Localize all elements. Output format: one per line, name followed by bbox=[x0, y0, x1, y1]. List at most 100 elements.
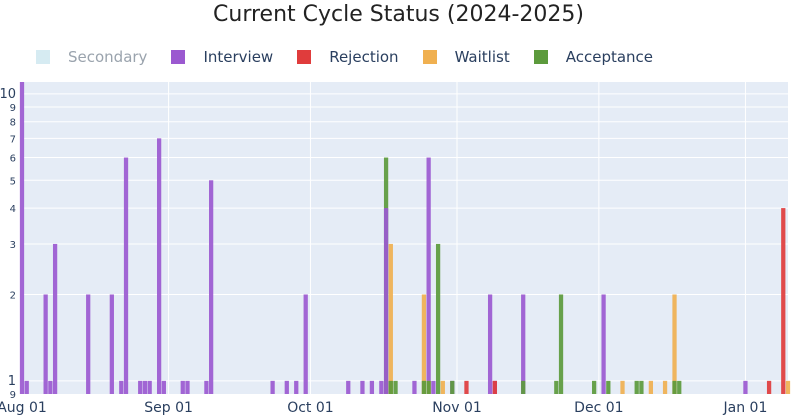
y-tick-label: 1 bbox=[8, 374, 16, 389]
bar-interview bbox=[161, 380, 166, 394]
bar-rejection bbox=[766, 380, 772, 394]
bar-interview bbox=[147, 380, 152, 394]
y-tick-label: 3 bbox=[10, 240, 16, 251]
legend-item-secondary[interactable]: Secondary bbox=[36, 48, 147, 66]
y-tick-label: 4 bbox=[10, 204, 16, 215]
x-tick-label: Oct 01 bbox=[287, 400, 333, 416]
legend-label-interview: Interview bbox=[203, 48, 274, 66]
bar-interview bbox=[43, 294, 48, 394]
y-tick-label: 2 bbox=[10, 290, 16, 301]
bar-waitlist bbox=[620, 380, 625, 394]
x-tick-label: Jan 01 bbox=[723, 400, 768, 416]
bar-interview bbox=[284, 380, 289, 394]
bar-interview bbox=[270, 380, 275, 394]
bar-acceptance bbox=[393, 380, 398, 394]
bar-acceptance bbox=[672, 380, 677, 394]
bar-interview bbox=[369, 380, 375, 394]
bar-waitlist bbox=[785, 380, 791, 394]
bar-acceptance bbox=[450, 380, 455, 394]
bars bbox=[19, 82, 791, 394]
bar-interview bbox=[86, 294, 91, 394]
legend-item-acceptance[interactable]: Acceptance bbox=[533, 48, 654, 66]
bar-interview bbox=[138, 380, 143, 394]
bar-acceptance bbox=[558, 294, 564, 394]
bar-waitlist bbox=[440, 380, 445, 394]
bar-interview bbox=[123, 157, 129, 394]
legend-swatch-secondary bbox=[36, 50, 50, 64]
legend-item-interview[interactable]: Interview bbox=[171, 48, 273, 66]
bar-interview bbox=[412, 380, 417, 394]
bar-acceptance bbox=[435, 243, 441, 394]
bar-interview bbox=[346, 380, 351, 394]
bar-acceptance bbox=[677, 380, 682, 394]
bar-acceptance bbox=[634, 380, 639, 394]
bar-interview bbox=[142, 380, 148, 394]
bar-interview bbox=[743, 380, 748, 394]
y-tick-label: 5 bbox=[10, 176, 16, 187]
bar-waitlist bbox=[421, 294, 427, 394]
bar-interview bbox=[360, 380, 365, 394]
x-tick-label: Aug 01 bbox=[0, 400, 47, 416]
bar-acceptance bbox=[592, 380, 597, 394]
bar-interview bbox=[303, 294, 308, 394]
y-tick-label: 9 bbox=[10, 390, 16, 401]
y-tick-label: 10 bbox=[0, 87, 16, 102]
bar-interview bbox=[24, 380, 29, 394]
bar-waitlist bbox=[388, 243, 393, 394]
y-tick-label: 8 bbox=[10, 118, 16, 129]
bar-acceptance bbox=[606, 380, 611, 394]
bar-interview bbox=[119, 380, 124, 394]
bar-interview bbox=[48, 380, 53, 394]
bar-waitlist bbox=[672, 294, 677, 394]
bar-interview bbox=[426, 157, 431, 394]
x-tick-label: Dec 01 bbox=[574, 400, 623, 416]
legend-label-secondary: Secondary bbox=[68, 48, 148, 66]
legend-swatch-rejection bbox=[297, 50, 312, 64]
legend-item-waitlist[interactable]: Waitlist bbox=[422, 48, 510, 66]
legend-label-rejection: Rejection bbox=[329, 48, 399, 66]
bar-interview bbox=[521, 294, 526, 394]
bar-interview bbox=[601, 294, 606, 394]
y-tick-label: 9 bbox=[10, 103, 16, 114]
bar-waitlist bbox=[648, 380, 654, 394]
legend-swatch-acceptance bbox=[533, 50, 548, 64]
legend-label-acceptance: Acceptance bbox=[565, 48, 654, 66]
bar-interview bbox=[156, 138, 162, 394]
bar-acceptance bbox=[639, 380, 644, 394]
x-tick-label: Nov 01 bbox=[432, 400, 482, 416]
bar-acceptance bbox=[421, 380, 427, 394]
bar-acceptance bbox=[554, 380, 559, 394]
bar-interview bbox=[294, 380, 299, 394]
x-axis: Aug 01 Sep 01 Oct 01 Nov 01 Dec 01 Jan 01 bbox=[0, 400, 767, 416]
bar-interview bbox=[379, 380, 384, 394]
bar-interview bbox=[487, 294, 493, 394]
legend-label-waitlist: Waitlist bbox=[454, 48, 510, 66]
bar-interview bbox=[185, 380, 190, 394]
x-tick-label: Sep 01 bbox=[144, 400, 193, 416]
bar-interview bbox=[204, 380, 209, 394]
bar-interview bbox=[109, 294, 114, 394]
chart-title: Current Cycle Status (2024-2025) bbox=[213, 2, 584, 27]
bar-interview bbox=[383, 208, 389, 394]
bar-rejection bbox=[464, 380, 469, 394]
legend-swatch-interview bbox=[171, 50, 186, 64]
legend-swatch-waitlist bbox=[422, 50, 437, 64]
legend: Secondary Interview Rejection Waitlist A… bbox=[36, 46, 677, 68]
bar-interview bbox=[209, 180, 214, 394]
bar-acceptance bbox=[388, 380, 393, 394]
bar-interview bbox=[180, 380, 185, 394]
plot-area bbox=[22, 82, 788, 394]
y-tick-label: 6 bbox=[10, 154, 16, 165]
bar-interview bbox=[431, 380, 436, 394]
bar-rejection bbox=[781, 208, 786, 394]
legend-item-rejection[interactable]: Rejection bbox=[297, 48, 399, 66]
y-tick-label: 7 bbox=[10, 134, 16, 145]
bar-acceptance bbox=[521, 380, 526, 394]
bar-interview bbox=[19, 82, 25, 394]
bar-rejection bbox=[492, 380, 497, 394]
bar-interview bbox=[52, 243, 58, 394]
bar-waitlist bbox=[662, 380, 668, 394]
bar-acceptance bbox=[426, 380, 431, 394]
